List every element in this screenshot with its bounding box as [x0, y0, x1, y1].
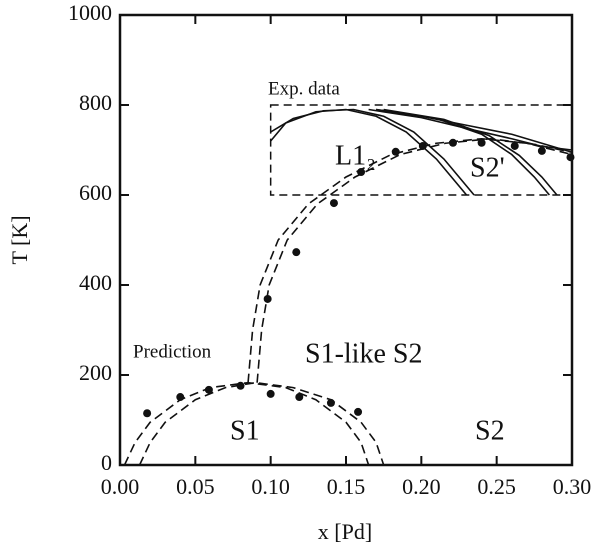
data-point: [236, 381, 245, 390]
x-tick-label: 0.20: [402, 474, 441, 499]
x-tick-label: 0.10: [251, 474, 290, 499]
annotation: S2': [470, 152, 505, 183]
data-point: [329, 199, 338, 208]
data-point: [510, 141, 519, 150]
y-tick-label: 200: [79, 360, 112, 385]
y-tick-label: 800: [79, 90, 112, 115]
annotation: S1: [230, 415, 260, 446]
y-tick-label: 600: [79, 180, 112, 205]
x-tick-label: 0.30: [553, 474, 592, 499]
data-point: [354, 407, 363, 416]
phase-boundary: [270, 108, 468, 196]
x-tick-label: 0.00: [101, 474, 140, 499]
x-axis-label: x [Pd]: [318, 519, 372, 544]
x-tick-label: 0.05: [176, 474, 215, 499]
x-tick-label: 0.15: [327, 474, 366, 499]
phase-boundary: [368, 108, 573, 151]
annotation: Prediction: [133, 341, 212, 362]
data-point: [357, 168, 366, 177]
y-tick-label: 0: [101, 450, 112, 475]
y-axis-label: T [K]: [7, 215, 32, 264]
y-tick-label: 400: [79, 270, 112, 295]
data-point: [566, 153, 575, 162]
data-point: [266, 389, 275, 398]
data-point: [418, 141, 427, 150]
data-point: [263, 294, 272, 303]
phase-boundary: [256, 137, 573, 383]
data-point: [295, 393, 304, 402]
data-point: [477, 138, 486, 147]
annotation: S1-like S2: [305, 338, 422, 369]
plot-frame: [118, 13, 574, 467]
data-point: [326, 398, 335, 407]
phase-boundary: [270, 108, 475, 196]
exp-region: [269, 104, 573, 196]
y-tick-label: 1000: [68, 0, 112, 25]
data-point: [176, 393, 185, 402]
x-tick-label: 0.25: [477, 474, 516, 499]
annotation: L1₂: [335, 140, 376, 171]
data-point: [204, 385, 213, 394]
data-point: [537, 146, 546, 155]
phase-boundary: [383, 108, 558, 196]
phase-boundary: [138, 381, 385, 466]
data-point: [448, 138, 457, 147]
annotation: S2: [475, 415, 505, 446]
data-point: [391, 147, 400, 156]
data-point: [292, 248, 301, 257]
annotation: Exp. data: [268, 78, 340, 99]
data-point: [143, 409, 152, 418]
